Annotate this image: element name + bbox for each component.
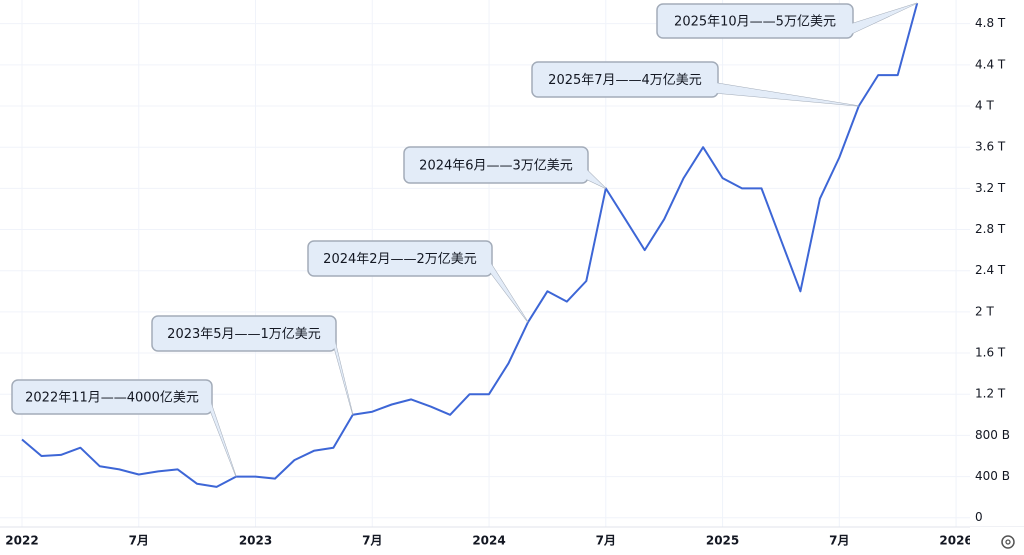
- annotations: 2022年11月——4000亿美元 2023年5月——1万亿美元 2024年2月——…: [11, 2, 918, 477]
- annotation-pointer-cover: [490, 262, 528, 323]
- annotation-text: 2025年10月——5万亿美元: [674, 15, 836, 30]
- annotation-pointer-cover: [716, 83, 859, 107]
- annotation-box: [403, 146, 589, 184]
- x-tick-label: 7月: [829, 534, 849, 548]
- annotation: 2022年11月——4000亿美元: [11, 379, 237, 477]
- y-tick-label: 3.2 T: [975, 181, 1006, 195]
- y-tick-label: 3.6 T: [975, 140, 1006, 154]
- y-tick-label: 800 B: [975, 428, 1010, 442]
- annotation-box: [11, 379, 213, 415]
- annotation: 2024年6月——3万亿美元: [403, 146, 607, 189]
- y-tick-label: 1.2 T: [975, 387, 1006, 401]
- annotation-box: [307, 240, 493, 277]
- annotation-box: [531, 61, 719, 98]
- x-tick-label: 2026: [939, 534, 972, 548]
- annotation-text: 2022年11月——4000亿美元: [25, 391, 199, 406]
- annotation-pointer-cover: [851, 3, 918, 34]
- annotation-box: [151, 315, 337, 352]
- x-tick-label: 2023: [239, 534, 272, 548]
- y-tick-label: 4 T: [975, 99, 994, 113]
- y-tick-label: 1.6 T: [975, 346, 1006, 360]
- price-scale-bg: [970, 0, 1024, 555]
- y-tick-label: 2.4 T: [975, 263, 1006, 277]
- settings-icon[interactable]: [1001, 535, 1015, 549]
- y-tick-label: 4.8 T: [975, 16, 1006, 30]
- series-line: [21, 2, 919, 488]
- x-tick-label: 2022: [5, 534, 38, 548]
- annotation-text: 2024年6月——3万亿美元: [419, 159, 573, 174]
- annotation-text: 2025年7月——4万亿美元: [548, 73, 702, 88]
- x-tick-label: 7月: [362, 534, 382, 548]
- time-scale-bg: [0, 527, 1024, 555]
- x-tick-label: 7月: [596, 534, 616, 548]
- annotation: 2023年5月——1万亿美元: [151, 315, 354, 415]
- annotation-pointer-cover: [210, 400, 237, 477]
- annotation: 2025年7月——4万亿美元: [531, 61, 859, 107]
- annotation-text: 2023年5月——1万亿美元: [167, 327, 321, 342]
- annotation-box: [656, 3, 854, 39]
- y-tick-label: 0: [975, 510, 983, 524]
- y-tick-label: 4.4 T: [975, 57, 1006, 71]
- annotation-text: 2024年2月——2万亿美元: [323, 252, 477, 267]
- annotation-pointer-cover: [586, 169, 606, 189]
- annotation: 2024年2月——2万亿美元: [307, 240, 529, 323]
- y-tick-label: 2 T: [975, 304, 994, 318]
- corner-bg: [970, 527, 1024, 555]
- y-tick-label: 400 B: [975, 469, 1010, 483]
- annotation-pointer-cover: [334, 337, 353, 415]
- annotation: 2025年10月——5万亿美元: [656, 2, 918, 39]
- x-tick-label: 2024: [472, 534, 505, 548]
- plot: [21, 2, 919, 488]
- x-tick-label: 7月: [129, 534, 149, 548]
- y-tick-label: 2.8 T: [975, 222, 1006, 236]
- x-tick-label: 2025: [706, 534, 739, 548]
